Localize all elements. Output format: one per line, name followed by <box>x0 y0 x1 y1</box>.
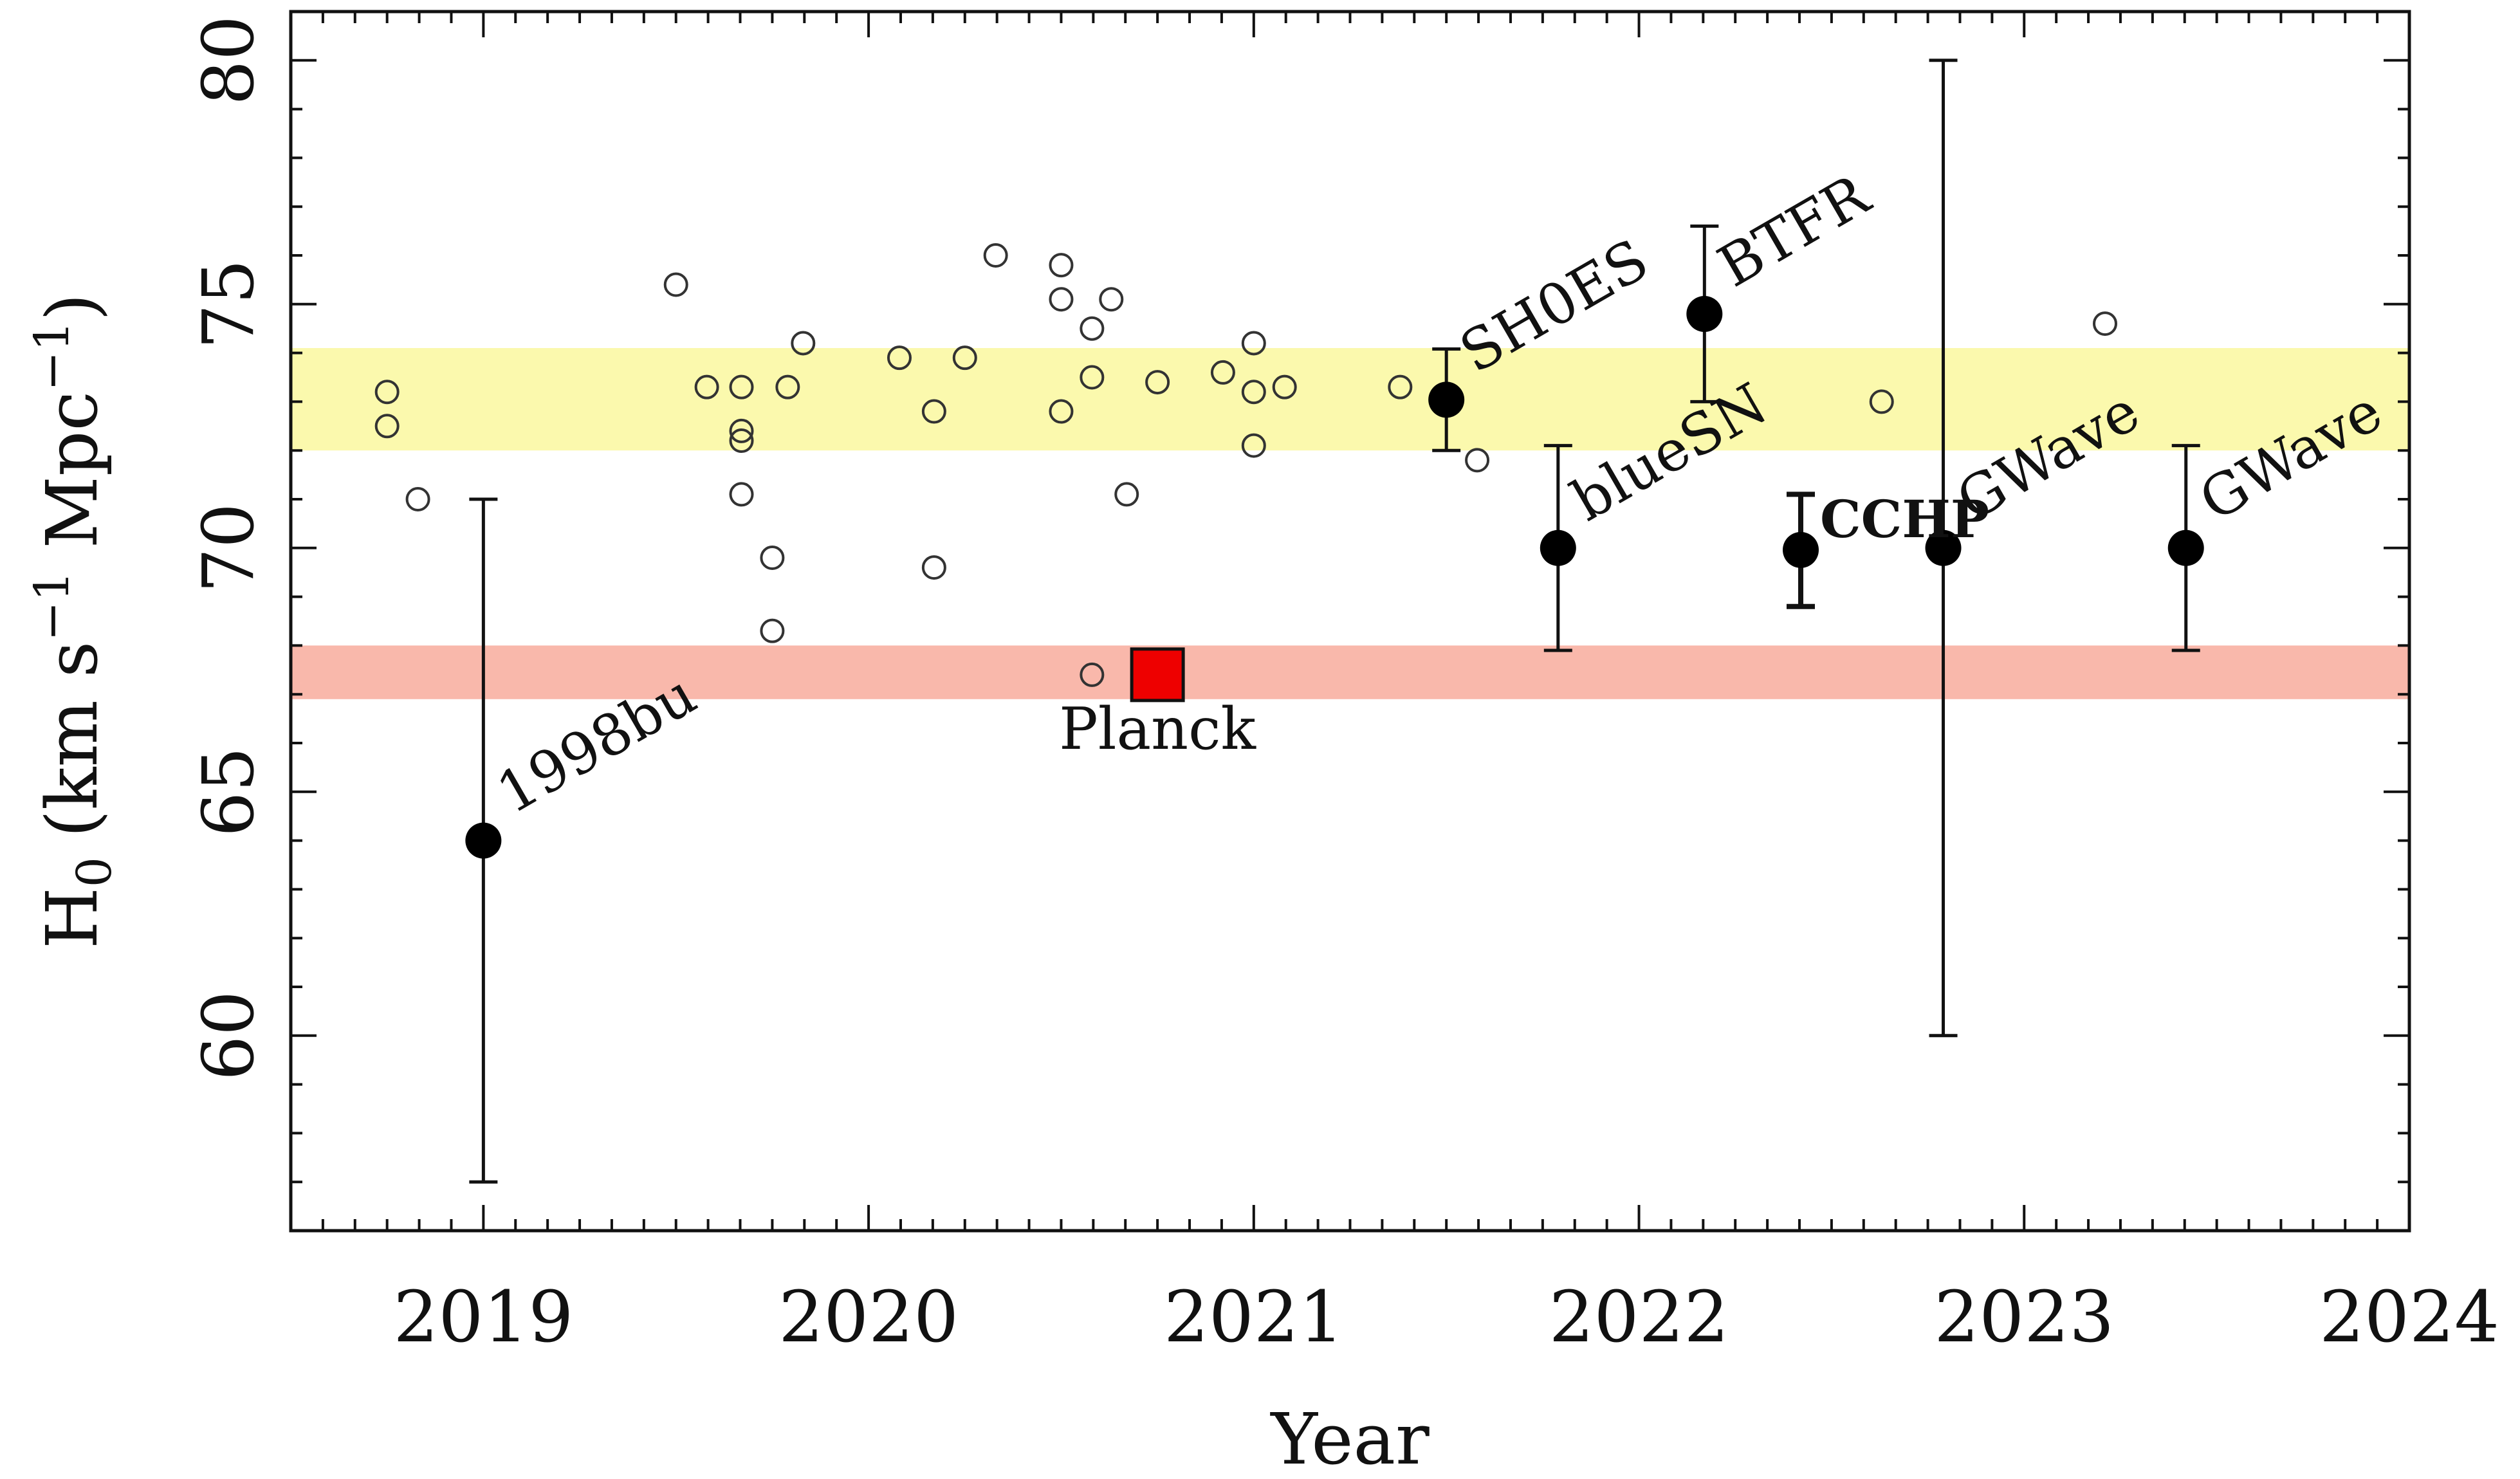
open-point <box>760 545 785 570</box>
open-point <box>1145 370 1170 395</box>
open-point <box>1080 365 1105 390</box>
open-point <box>374 414 400 439</box>
open-point <box>1241 380 1266 405</box>
y-tick-label: 70 <box>187 503 270 593</box>
point-label: CCHP <box>1820 489 1989 549</box>
y-axis-label-units-mid: Mpc <box>31 391 113 571</box>
open-point <box>775 374 800 400</box>
y-axis-label-units-close: ) <box>31 293 113 321</box>
y-axis-label: H0(km s−1 Mpc−1) <box>24 293 122 949</box>
minor-ticks <box>290 10 2409 1232</box>
band-2 <box>291 645 2409 699</box>
x-tick-label: 2019 <box>393 1276 573 1358</box>
open-point <box>729 374 754 400</box>
filled-point <box>1540 529 1576 566</box>
planck-marker <box>1130 647 1185 703</box>
open-point <box>921 399 946 424</box>
open-point <box>1241 433 1266 458</box>
open-point <box>1272 374 1297 400</box>
y-tick-label: 80 <box>187 15 270 106</box>
y-axis-label-symbol: H <box>31 887 113 949</box>
filled-point <box>465 822 502 859</box>
error-bars <box>469 59 2200 1184</box>
open-point <box>1114 482 1139 507</box>
band-1 <box>291 348 2409 451</box>
x-axis-label: Year <box>1269 1398 1430 1479</box>
open-point <box>1099 287 1124 312</box>
point-label: BTFR <box>1707 161 1881 300</box>
open-point <box>791 331 816 356</box>
open-point <box>887 345 912 371</box>
x-tick-label: 2022 <box>1549 1276 1729 1358</box>
open-point <box>1049 287 1074 312</box>
x-tick-label: 2024 <box>2319 1276 2499 1358</box>
y-tick-label: 60 <box>187 991 270 1081</box>
open-point <box>952 345 977 371</box>
reference-bands <box>291 348 2409 699</box>
y-axis-label-units: (km s <box>31 641 113 838</box>
x-tick-label: 2020 <box>778 1276 959 1358</box>
planck-label: Planck <box>1059 695 1256 763</box>
open-point <box>1080 662 1105 687</box>
major-ticks <box>291 12 2411 1231</box>
open-point <box>921 555 946 580</box>
x-tick-label: 2021 <box>1164 1276 1344 1358</box>
open-points <box>374 243 2118 687</box>
open-point <box>983 243 1008 268</box>
open-point <box>1080 316 1105 341</box>
x-tick-label: 2023 <box>1934 1276 2114 1358</box>
y-tick-label: 65 <box>187 747 270 837</box>
plot-frame <box>289 10 2411 1233</box>
open-point <box>663 272 688 297</box>
y-axis-label-exponent-2: −1 <box>24 321 80 391</box>
open-point <box>694 374 719 400</box>
planck-marker-group: Planck <box>1059 647 1257 763</box>
filled-points <box>465 295 2204 859</box>
filled-point <box>1925 529 1962 566</box>
open-point <box>1388 374 1413 400</box>
y-axis-label-subscript: 0 <box>67 857 122 887</box>
open-point <box>1210 360 1235 385</box>
open-point <box>1465 448 1490 473</box>
open-point <box>760 618 785 643</box>
open-point <box>729 428 754 454</box>
open-point <box>729 482 754 507</box>
filled-point <box>1428 381 1465 418</box>
open-point <box>1049 253 1074 278</box>
open-point <box>729 418 754 443</box>
open-point <box>374 380 400 405</box>
open-point <box>1049 399 1074 424</box>
filled-point <box>2167 529 2204 566</box>
open-point <box>2093 311 2118 336</box>
open-point <box>1869 389 1894 414</box>
tick-labels: 2019 2020 2021 2022 2023 2024 60 65 70 75 80 <box>187 15 2499 1358</box>
open-point <box>405 487 430 511</box>
y-axis-label-exponent-1: −1 <box>24 571 80 641</box>
y-tick-label: 75 <box>187 259 270 349</box>
filled-point <box>1783 531 1819 568</box>
open-point <box>1241 331 1266 356</box>
filled-point <box>1686 295 1723 332</box>
